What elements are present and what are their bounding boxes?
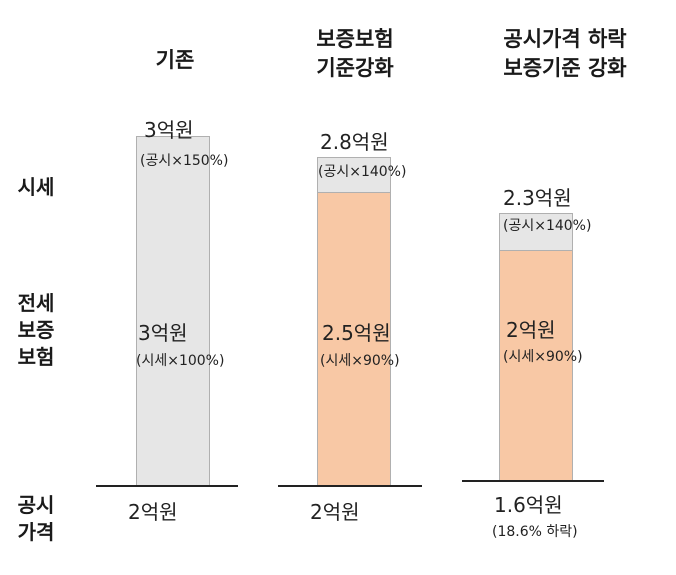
market-note-existing: (공시×150%) [140,153,229,169]
column-header-price-drop: 공시가격 하락 보증기준 강화 [470,25,660,83]
bar-insurance-tightening-market-top [317,157,391,193]
row-label-insurance: 전세 보증 보험 [8,290,64,371]
baseline-insurance-tightening [278,485,422,487]
column-header-line: 공시가격 하락 [503,27,627,51]
column-header-line: 보증보험 [316,27,394,51]
row-label-line: 보증 [17,318,55,342]
insurance-value-price-drop: 2억원 [506,318,556,342]
bar-existing-full [136,136,210,486]
market-note-price-drop: (공시×140%) [503,218,592,234]
row-label-line: 공시 [17,493,55,517]
row-label-line: 보험 [17,345,55,369]
insurance-note-existing: (시세×100%) [136,353,225,369]
insurance-note-insurance-tightening: (시세×90%) [320,353,400,369]
official-note-price-drop: (18.6% 하락) [492,524,578,540]
column-header-line: 기존 [155,48,195,72]
column-header-line: 기준강화 [316,56,394,80]
bar-price-drop-insurance [499,250,573,481]
market-note-insurance-tightening: (공시×140%) [318,164,407,180]
row-label-official-price: 공시 가격 [8,492,64,546]
baseline-price-drop [462,480,604,482]
row-label-line: 가격 [17,520,55,544]
insurance-value-existing: 3억원 [138,321,188,345]
row-label-market: 시세 [8,174,64,201]
insurance-note-price-drop: (시세×90%) [503,349,583,365]
bar-insurance-tightening-insurance [317,192,391,486]
insurance-value-insurance-tightening: 2.5억원 [322,321,391,345]
row-label-line: 시세 [17,175,55,199]
market-value-price-drop: 2.3억원 [503,186,572,210]
column-header-existing: 기존 [100,46,250,75]
official-price-insurance-tightening: 2억원 [310,500,360,524]
column-header-line: 보증기준 강화 [503,56,627,80]
baseline-existing [96,485,238,487]
official-price-existing: 2억원 [128,500,178,524]
row-label-line: 전세 [17,291,55,315]
official-price-price-drop: 1.6억원 [494,493,563,517]
market-value-insurance-tightening: 2.8억원 [320,130,389,154]
market-value-existing: 3억원 [144,118,194,142]
column-header-insurance-tightening: 보증보험 기준강화 [280,25,430,83]
